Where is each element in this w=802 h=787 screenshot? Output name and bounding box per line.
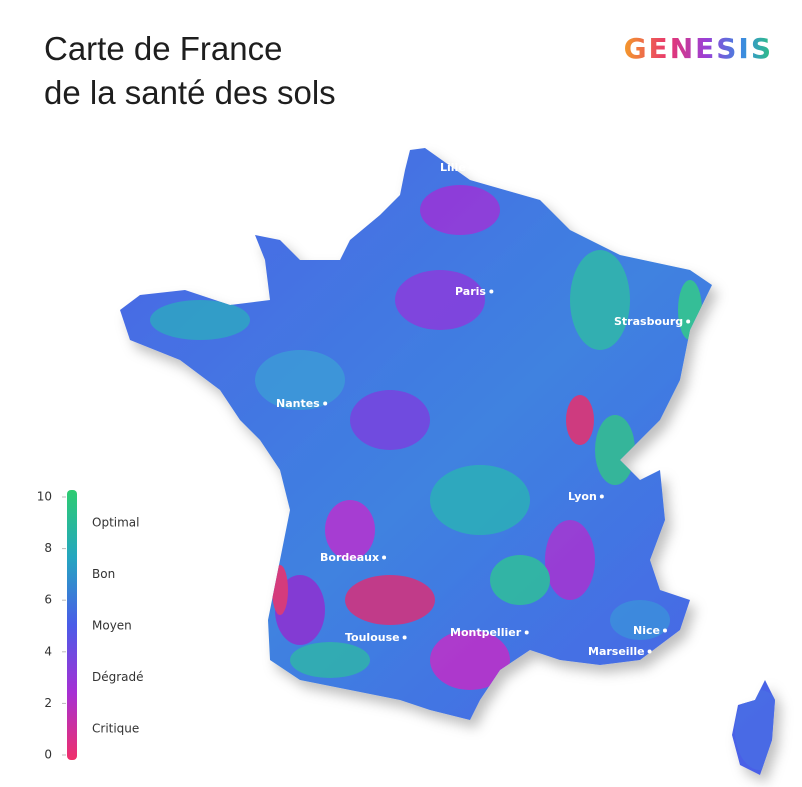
france-map — [120, 148, 775, 775]
scale-tick-label: 6 — [44, 593, 52, 607]
scale-level-label: Dégradé — [92, 670, 144, 684]
city-dot — [323, 401, 328, 406]
scale-level-label: Moyen — [92, 619, 132, 633]
scale-level-label: Optimal — [92, 515, 139, 529]
city-label: Bordeaux — [320, 551, 379, 564]
color-scale — [67, 490, 77, 760]
city-label: Paris — [455, 285, 486, 298]
city-label: Nice — [633, 624, 660, 637]
legend: 0 2 4 6 8 10 Optimal Bon Moyen Dégradé Critique — [37, 490, 144, 762]
city-label: Montpellier — [450, 626, 522, 639]
city-dot — [468, 165, 473, 170]
scale-level-label: Critique — [92, 722, 139, 736]
city-labels: Lille Paris Strasbourg Nantes Lyon Borde… — [276, 161, 691, 658]
city-label: Toulouse — [345, 631, 400, 644]
city-dot — [599, 494, 604, 499]
city-dot — [402, 635, 407, 640]
scale-tick-label: 0 — [44, 748, 52, 762]
city-dot — [647, 649, 652, 654]
scale-level-label: Bon — [92, 567, 115, 581]
title-line-2: de la santé des sols — [44, 74, 336, 111]
city-dot — [489, 289, 494, 294]
city-label: Nantes — [276, 397, 320, 410]
title-line-1: Carte de France — [44, 30, 282, 67]
city-label: Lille — [440, 161, 466, 174]
scale-tick-label: 4 — [44, 644, 52, 658]
city-label: Marseille — [588, 645, 645, 658]
scale-tick-label: 2 — [44, 696, 52, 710]
scale-tick-label: 8 — [44, 541, 52, 555]
city-label: Strasbourg — [614, 315, 683, 328]
brand-logo: GENESIS — [624, 32, 773, 65]
city-label: Lyon — [568, 490, 597, 503]
city-dot — [686, 319, 691, 324]
scale-tick-label: 10 — [37, 490, 52, 504]
city-dot — [662, 628, 667, 633]
city-dot — [382, 555, 387, 560]
city-dot — [524, 630, 529, 635]
